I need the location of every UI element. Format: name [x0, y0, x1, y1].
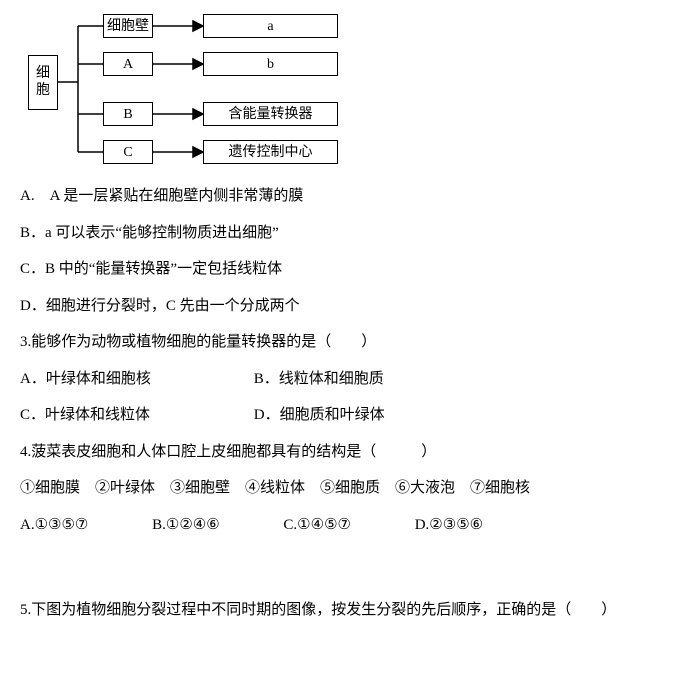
lvl2-label-2: 含能量转换器	[229, 104, 313, 125]
q4-choice-c: C.①④⑤⑦	[283, 514, 351, 537]
q4-choice-d: D.②③⑤⑥	[415, 514, 483, 537]
q3-choice-b: B．线粒体和细胞质	[254, 368, 484, 391]
q3-choices-row1: A．叶绿体和细胞核 B．线粒体和细胞质	[20, 368, 658, 391]
q2-option-d: D．细胞进行分裂时，C 先由一个分成两个	[20, 295, 658, 318]
lvl1-label-0: 细胞壁	[107, 16, 149, 37]
q3-choice-a: A．叶绿体和细胞核	[20, 368, 250, 391]
root-box: 细 胞	[28, 55, 58, 110]
q3-choice-c: C．叶绿体和线粒体	[20, 404, 250, 427]
lvl1-label-2: B	[123, 104, 132, 125]
q2-option-a: A. A 是一层紧贴在细胞壁内侧非常薄的膜	[20, 185, 658, 208]
q4-choices: A.①③⑤⑦ B.①②④⑥ C.①④⑤⑦ D.②③⑤⑥	[20, 514, 658, 537]
lvl2-box-0: a	[203, 14, 338, 38]
q5-stem: 5.下图为植物细胞分裂过程中不同时期的图像，按发生分裂的先后顺序，正确的是（ ）	[20, 599, 658, 622]
lvl2-box-2: 含能量转换器	[203, 102, 338, 126]
q3-stem: 3.能够作为动物或植物细胞的能量转换器的是（ ）	[20, 331, 658, 354]
q2-option-b: B．a 可以表示“能够控制物质进出细胞”	[20, 222, 658, 245]
lvl2-label-1: b	[267, 54, 274, 75]
lvl1-box-2: B	[103, 102, 153, 126]
q4-stem: 4.菠菜表皮细胞和人体口腔上皮细胞都具有的结构是（ ）	[20, 441, 658, 464]
q3-choices-row2: C．叶绿体和线粒体 D．细胞质和叶绿体	[20, 404, 658, 427]
lvl2-box-1: b	[203, 52, 338, 76]
q4-choice-b: B.①②④⑥	[152, 514, 220, 537]
lvl1-label-3: C	[123, 142, 132, 163]
lvl1-box-3: C	[103, 140, 153, 164]
lvl1-box-0: 细胞壁	[103, 14, 153, 38]
q4-items: ①细胞膜 ②叶绿体 ③细胞壁 ④线粒体 ⑤细胞质 ⑥大液泡 ⑦细胞核	[20, 477, 658, 500]
q2-options: A. A 是一层紧贴在细胞壁内侧非常薄的膜 B．a 可以表示“能够控制物质进出细…	[20, 185, 658, 317]
lvl1-box-1: A	[103, 52, 153, 76]
spacer	[20, 550, 658, 585]
root-label: 细 胞	[36, 66, 50, 100]
q4-choice-a: A.①③⑤⑦	[20, 514, 88, 537]
q3-choice-d: D．细胞质和叶绿体	[254, 404, 484, 427]
lvl2-label-3: 遗传控制中心	[229, 142, 313, 163]
lvl2-label-0: a	[267, 16, 273, 37]
q2-option-c: C．B 中的“能量转换器”一定包括线粒体	[20, 258, 658, 281]
cell-diagram: 细 胞 细胞壁 A B C a b 含能量转换器 遗传控制中心	[28, 10, 368, 170]
lvl2-box-3: 遗传控制中心	[203, 140, 338, 164]
lvl1-label-1: A	[123, 54, 133, 75]
